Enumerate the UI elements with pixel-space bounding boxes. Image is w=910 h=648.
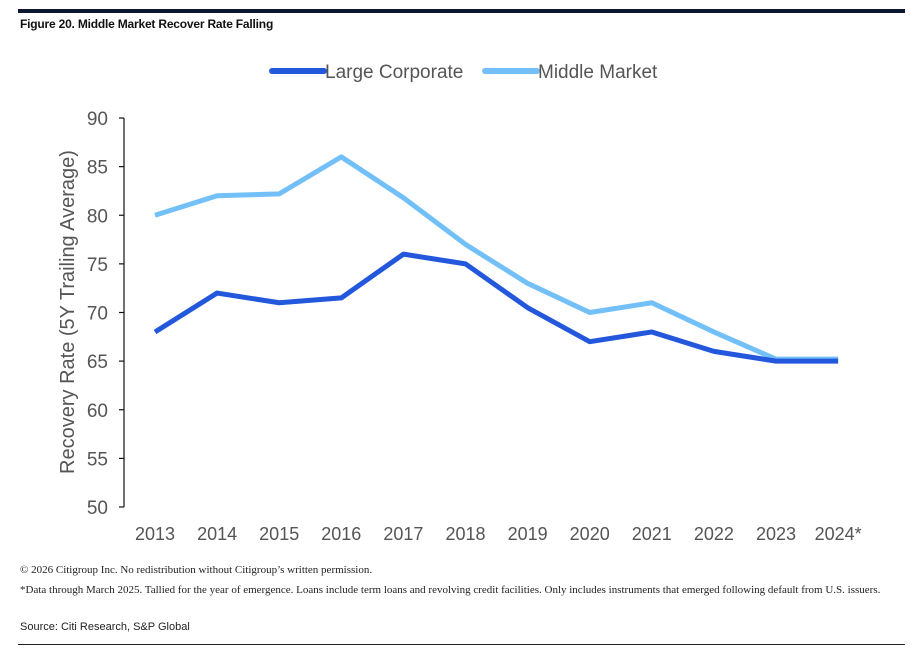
y-tick-label: 60 [87, 401, 108, 422]
y-tick-label: 90 [87, 109, 108, 130]
x-tick-label: 2015 [259, 524, 299, 544]
data-footnote: *Data through March 2025. Tallied for th… [20, 584, 881, 596]
x-tick-label: 2020 [570, 524, 610, 544]
x-tick-label: 2021 [632, 524, 672, 544]
copyright-note: © 2026 Citigroup Inc. No redistribution … [20, 564, 373, 576]
series-line-large-corporate [153, 251, 839, 364]
y-tick-label: 70 [87, 304, 108, 325]
x-tick-label: 2016 [321, 524, 361, 544]
x-tick-label: 2017 [383, 524, 423, 544]
x-tick-label: 2014 [197, 524, 237, 544]
x-tick-label: 2024* [815, 524, 862, 544]
bottom-rule [18, 644, 905, 645]
x-tick-label: 2013 [135, 524, 175, 544]
x-tick-label: 2019 [508, 524, 548, 544]
series-line-middle-market [154, 154, 839, 362]
y-tick-label: 80 [87, 206, 108, 227]
legend-label: Middle Market [538, 62, 658, 83]
x-tick-label: 2022 [694, 524, 734, 544]
x-tick-label: 2018 [445, 524, 485, 544]
y-tick-label: 65 [87, 352, 108, 373]
legend-label: Large Corporate [325, 62, 463, 83]
y-tick-label: 85 [87, 158, 108, 179]
y-tick-label: 75 [87, 255, 108, 276]
figure-title: Figure 20. Middle Market Recover Rate Fa… [20, 17, 274, 31]
x-tick-label: 2023 [756, 524, 796, 544]
y-tick-label: 50 [87, 498, 108, 519]
y-tick-label: 55 [87, 449, 108, 470]
top-rule [18, 9, 905, 13]
source-note: Source: Citi Research, S&P Global [20, 621, 190, 633]
y-axis-label: Recovery Rate (5Y Trailing Average) [57, 150, 79, 474]
